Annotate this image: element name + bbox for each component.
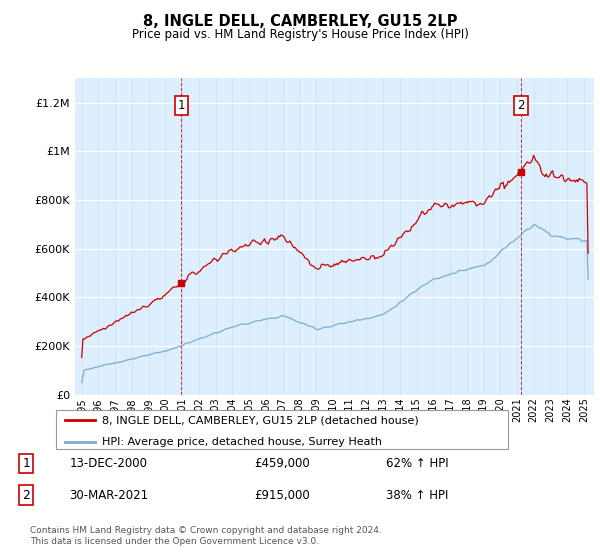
Text: 8, INGLE DELL, CAMBERLEY, GU15 2LP: 8, INGLE DELL, CAMBERLEY, GU15 2LP [143, 14, 457, 29]
Text: 1: 1 [178, 99, 185, 112]
Text: 2: 2 [22, 488, 31, 502]
Text: 8, INGLE DELL, CAMBERLEY, GU15 2LP (detached house): 8, INGLE DELL, CAMBERLEY, GU15 2LP (deta… [102, 415, 419, 425]
Text: 30-MAR-2021: 30-MAR-2021 [70, 488, 149, 502]
Text: £915,000: £915,000 [254, 488, 310, 502]
Text: 38% ↑ HPI: 38% ↑ HPI [386, 488, 449, 502]
Text: 2: 2 [517, 99, 525, 112]
Text: 13-DEC-2000: 13-DEC-2000 [70, 457, 148, 470]
Text: £459,000: £459,000 [254, 457, 310, 470]
Text: Contains HM Land Registry data © Crown copyright and database right 2024.
This d: Contains HM Land Registry data © Crown c… [30, 526, 382, 546]
Text: 1: 1 [22, 457, 31, 470]
Text: Price paid vs. HM Land Registry's House Price Index (HPI): Price paid vs. HM Land Registry's House … [131, 28, 469, 41]
FancyBboxPatch shape [56, 410, 508, 449]
Text: 62% ↑ HPI: 62% ↑ HPI [386, 457, 449, 470]
Text: HPI: Average price, detached house, Surrey Heath: HPI: Average price, detached house, Surr… [102, 437, 382, 446]
